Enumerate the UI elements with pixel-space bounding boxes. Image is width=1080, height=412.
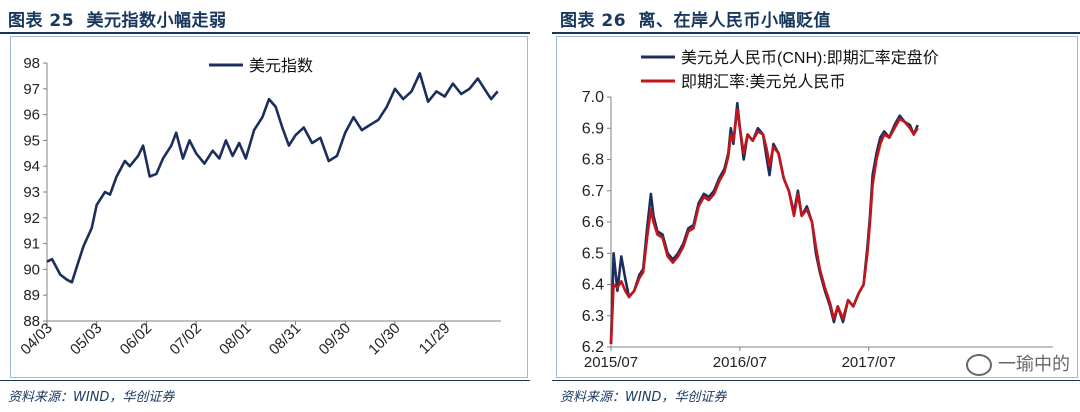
wechat-icon <box>966 354 992 376</box>
y-tick-label: 88 <box>23 313 40 330</box>
figure-title: 图表 25 美元指数小幅走弱 <box>8 6 233 31</box>
figure-number: 图表 25 <box>8 11 75 31</box>
title-rule <box>0 32 530 34</box>
y-tick-label: 6.4 <box>582 277 604 294</box>
x-tick-label: 09/30 <box>316 320 355 359</box>
figure-number: 图表 26 <box>560 11 627 31</box>
y-tick-label: 97 <box>23 81 40 98</box>
y-tick-label: 6.3 <box>582 308 604 325</box>
x-tick-label: 08/01 <box>216 320 255 359</box>
y-tick-label: 6.8 <box>582 152 604 169</box>
y-tick-label: 6.2 <box>582 339 604 356</box>
y-tick-label: 98 <box>23 55 40 72</box>
figure-title: 图表 26 离、在岸人民币小幅贬值 <box>560 6 837 31</box>
figure-caption: 美元指数小幅走弱 <box>86 11 227 31</box>
figure-26-panel: 图表 26 离、在岸人民币小幅贬值 6.2 6.3 6.4 6.5 6.6 6.7 6.8 6… <box>552 0 1080 412</box>
y-tick-label: 6.5 <box>582 245 604 262</box>
chart-frame: 88 89 90 91 92 93 94 95 96 97 98 04/03 05/03 06/02 07/… <box>10 36 528 378</box>
y-tick-label: 89 <box>23 287 40 304</box>
series-line <box>609 108 919 344</box>
y-tick-label: 90 <box>23 261 40 278</box>
source-note: 资料来源：WIND，华创证券 <box>8 390 175 405</box>
y-tick-label: 6.6 <box>582 214 604 231</box>
y-tick-label: 91 <box>23 236 40 253</box>
chart-frame: 6.2 6.3 6.4 6.5 6.6 6.7 6.8 6.9 7.0 2015/07 2016/0… <box>556 36 1078 378</box>
legend-label: 美元指数 <box>249 57 313 75</box>
rmb-exchange-rate-chart: 6.2 6.3 6.4 6.5 6.6 6.7 6.8 6.9 7.0 2015/07 2016/0… <box>582 48 1053 371</box>
y-tick-label: 6.7 <box>582 183 604 200</box>
x-tick-label: 2015/07 <box>584 354 638 371</box>
y-tick-label: 96 <box>23 107 40 124</box>
legend-label: 即期汇率:美元兑人民币 <box>681 73 845 91</box>
y-tick-label: 94 <box>23 158 40 175</box>
source-note: 资料来源：WIND，华创证券 <box>560 390 727 405</box>
x-tick-label: 2017/07 <box>842 354 896 371</box>
source-rule <box>552 380 1080 381</box>
x-tick-label: 11/29 <box>416 320 454 358</box>
y-tick-label: 92 <box>23 210 40 227</box>
x-tick-label: 06/02 <box>117 320 156 359</box>
x-tick-label: 07/02 <box>166 320 205 359</box>
y-tick-label: 7.0 <box>582 89 604 106</box>
figure-caption: 离、在岸人民币小幅贬值 <box>638 11 831 31</box>
x-tick-label: 05/03 <box>67 320 106 359</box>
x-tick-label: 08/31 <box>266 320 305 359</box>
series-line <box>46 71 499 284</box>
y-tick-label: 6.9 <box>582 120 604 137</box>
watermark-text: 一瑜中的 <box>998 354 1070 375</box>
y-tick-label: 95 <box>23 132 40 149</box>
y-tick-label: 93 <box>23 184 40 201</box>
source-rule <box>0 380 530 381</box>
x-tick-label: 2016/07 <box>713 354 767 371</box>
figure-25-panel: 图表 25 美元指数小幅走弱 88 89 90 91 92 93 94 95 96 97 98 04/… <box>0 0 530 412</box>
title-rule <box>552 32 1080 34</box>
x-tick-label: 10/30 <box>365 320 404 359</box>
legend-label: 美元兑人民币(CNH):即期汇率定盘价 <box>681 48 939 67</box>
watermark: 一瑜中的 <box>966 350 1070 376</box>
